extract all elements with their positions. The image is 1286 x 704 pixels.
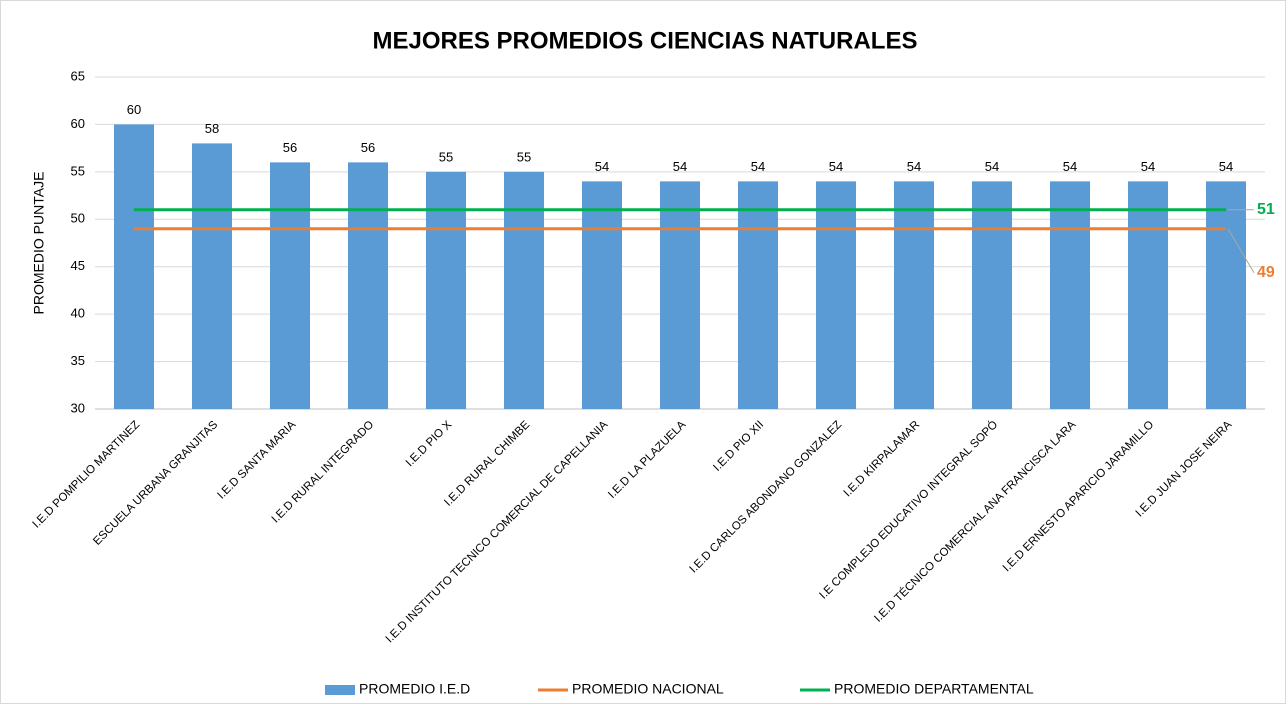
y-tick-label: 35: [71, 353, 85, 368]
data-label: 56: [361, 140, 375, 155]
y-tick-label: 30: [71, 400, 85, 415]
legend-swatch: [325, 685, 355, 695]
bar: [1206, 181, 1246, 409]
data-label: 60: [127, 102, 141, 117]
bar: [660, 181, 700, 409]
data-label: 55: [439, 149, 453, 164]
data-label: 54: [829, 159, 843, 174]
data-label: 54: [673, 159, 687, 174]
bar: [582, 181, 622, 409]
data-label: 54: [907, 159, 921, 174]
data-label: 58: [205, 121, 219, 136]
data-label: 56: [283, 140, 297, 155]
legend-label: PROMEDIO DEPARTAMENTAL: [834, 681, 1034, 697]
y-tick-label: 40: [71, 306, 85, 321]
legend-label: PROMEDIO I.E.D: [359, 681, 470, 697]
bar: [504, 171, 544, 409]
leader-line: [1227, 228, 1255, 274]
bar: [972, 181, 1012, 409]
bar: [738, 181, 778, 409]
bar: [1050, 181, 1090, 409]
data-label: 54: [751, 159, 765, 174]
bar: [270, 162, 310, 409]
data-label: 55: [517, 149, 531, 164]
y-axis-label: PROMEDIO PUNTAJE: [31, 172, 47, 315]
bar: [894, 181, 934, 409]
bar: [348, 162, 388, 409]
y-tick-label: 60: [71, 116, 85, 131]
y-tick-label: 55: [71, 163, 85, 178]
data-label: 54: [595, 159, 609, 174]
line-end-label: 49: [1257, 264, 1275, 281]
data-label: 54: [1141, 159, 1155, 174]
bar: [192, 143, 232, 409]
y-tick-label: 50: [71, 211, 85, 226]
y-tick-label: 45: [71, 258, 85, 273]
data-label: 54: [1063, 159, 1077, 174]
bar: [426, 171, 466, 409]
bar: [114, 124, 154, 409]
chart-title: MEJORES PROMEDIOS CIENCIAS NATURALES: [373, 27, 918, 54]
line-end-label: 51: [1257, 201, 1275, 218]
data-label: 54: [1219, 159, 1233, 174]
data-label: 54: [985, 159, 999, 174]
y-tick-label: 65: [71, 68, 85, 83]
bar: [816, 181, 856, 409]
bar: [1128, 181, 1168, 409]
legend-label: PROMEDIO NACIONAL: [572, 681, 724, 697]
